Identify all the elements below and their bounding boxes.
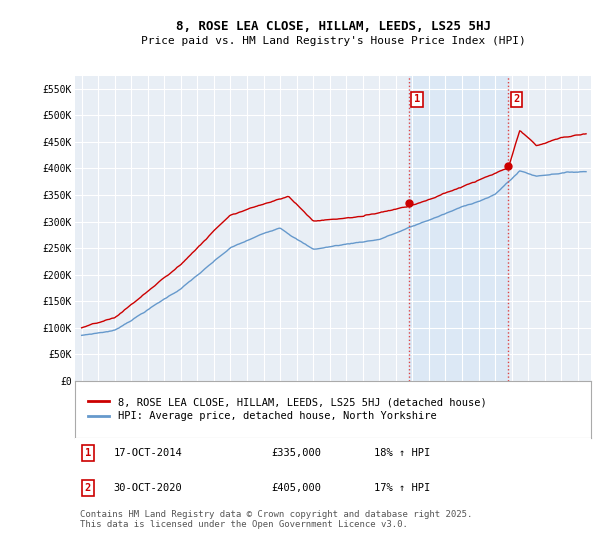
Text: 1: 1 [85,449,91,458]
Text: 17% ↑ HPI: 17% ↑ HPI [374,483,431,493]
Text: Price paid vs. HM Land Registry's House Price Index (HPI): Price paid vs. HM Land Registry's House … [140,36,526,46]
Text: 2: 2 [513,95,520,105]
Text: 30-OCT-2020: 30-OCT-2020 [114,483,182,493]
Text: £335,000: £335,000 [271,449,321,458]
Legend: 8, ROSE LEA CLOSE, HILLAM, LEEDS, LS25 5HJ (detached house), HPI: Average price,: 8, ROSE LEA CLOSE, HILLAM, LEEDS, LS25 5… [85,394,490,424]
Text: 1: 1 [414,95,420,105]
Text: 8, ROSE LEA CLOSE, HILLAM, LEEDS, LS25 5HJ: 8, ROSE LEA CLOSE, HILLAM, LEEDS, LS25 5… [176,20,491,32]
Text: 2: 2 [85,483,91,493]
Text: Contains HM Land Registry data © Crown copyright and database right 2025.
This d: Contains HM Land Registry data © Crown c… [80,510,473,529]
Bar [409,76,508,381]
Text: 18% ↑ HPI: 18% ↑ HPI [374,449,431,458]
Text: 17-OCT-2014: 17-OCT-2014 [114,449,182,458]
Text: £405,000: £405,000 [271,483,321,493]
